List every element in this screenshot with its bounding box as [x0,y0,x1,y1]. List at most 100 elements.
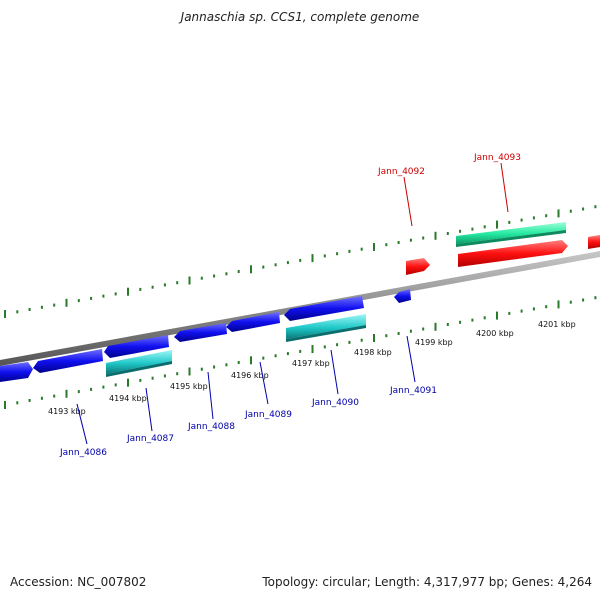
minor-tick [77,390,80,394]
gene-label-jann-4089[interactable]: Jann_4089 [244,410,292,420]
major-tick [311,254,314,263]
gene-arrow-jann-4088[interactable] [174,323,227,342]
minor-tick [200,367,203,371]
gene-arrow-jann-4089[interactable] [226,312,280,332]
minor-tick [28,308,31,311]
minor-tick [90,296,93,300]
minor-tick [336,252,339,256]
minor-tick [163,374,166,378]
minor-tick [471,227,474,231]
gene-label-jann-4087[interactable]: Jann_4087 [126,434,174,444]
minor-tick [102,385,105,389]
minor-tick [348,340,351,344]
reverse-tick-track [4,296,597,409]
major-tick [557,209,560,218]
minor-tick [508,220,511,224]
reverse-strand-features [0,289,411,382]
gene-label-jann-4091[interactable]: Jann_4091 [389,386,437,396]
minor-tick [299,258,302,262]
minor-tick [139,287,142,291]
major-tick [65,298,68,307]
minor-tick [459,320,462,324]
minor-tick [336,343,339,347]
minor-tick [40,396,43,400]
scale-label: 4201 kbp [538,320,576,329]
minor-tick [520,218,523,222]
minor-tick [545,305,548,309]
minor-tick [286,352,289,356]
gene-arrow-jann-4090[interactable] [284,296,364,321]
minor-tick [102,294,105,298]
gene-arrow-jann-4091[interactable] [394,289,411,303]
minor-tick [397,332,400,335]
gene-arrow-partial[interactable] [588,235,600,249]
minor-tick [360,338,363,342]
minor-tick [274,263,277,267]
major-tick [65,389,68,398]
minor-tick [237,361,240,364]
minor-tick [569,209,572,213]
scale-label: 4198 kbp [354,348,392,357]
genome-summary-text: Topology: circular; Length: 4,317,977 bp… [262,575,592,589]
minor-tick [225,363,228,367]
minor-tick [569,300,572,304]
gene-arrow-jann-4092[interactable] [406,258,430,275]
minor-tick [323,254,326,258]
gene-label-jann-4093[interactable]: Jann_4093 [473,153,521,163]
gene-arrow-jann-4087[interactable] [104,335,169,358]
minor-tick [176,281,179,285]
minor-tick [360,247,363,251]
minor-tick [471,318,474,322]
minor-tick [422,236,425,240]
major-tick [434,231,437,240]
minor-tick [397,241,400,244]
minor-tick [459,229,462,233]
minor-tick [422,327,425,331]
forward-strand-features [406,222,600,275]
major-tick [4,310,6,318]
minor-tick [151,285,154,289]
forward-gene-labels: Jann_4092 Jann_4093 [377,153,521,227]
reverse-feature-bar-2 [286,314,366,342]
major-tick [250,356,252,365]
minor-tick [594,205,597,209]
major-tick [434,322,437,331]
minor-tick [409,238,412,242]
gene-arrow-reverse-1[interactable] [0,362,33,382]
minor-tick [520,309,523,313]
minor-tick [385,334,388,338]
gene-label-jann-4090[interactable]: Jann_4090 [311,398,359,408]
minor-tick [274,354,277,358]
major-tick [188,367,191,376]
minor-tick [483,225,486,229]
minor-tick [446,323,449,326]
gene-label-jann-4088[interactable]: Jann_4088 [187,422,235,432]
minor-tick [299,349,302,353]
minor-tick [114,292,117,296]
minor-tick [582,207,585,211]
minor-tick [446,232,449,235]
minor-tick [532,216,535,220]
reverse-gene-labels: Jann_4086 Jann_4087 Jann_4088 Jann_4089 … [59,335,437,458]
minor-tick [114,383,117,387]
minor-tick [582,298,585,302]
major-tick [188,276,191,285]
gene-label-jann-4092[interactable]: Jann_4092 [377,167,425,177]
gene-arrow-jann-4086[interactable] [33,349,103,373]
minor-tick [532,307,535,311]
scale-label: 4197 kbp [292,359,330,368]
gene-arrow-jann-4093[interactable] [458,240,568,267]
scale-label: 4199 kbp [415,338,453,347]
forward-tick-track [4,205,597,318]
minor-tick [40,305,43,309]
minor-tick [323,345,326,349]
minor-tick [483,316,486,320]
major-tick [373,243,375,251]
scale-labels: 4193 kbp 4194 kbp 4195 kbp 4196 kbp 4197… [48,320,576,416]
scale-label: 4200 kbp [476,329,514,338]
gene-label-jann-4086[interactable]: Jann_4086 [59,448,107,458]
minor-tick [90,387,93,391]
minor-tick [262,265,265,269]
minor-tick [213,365,216,369]
